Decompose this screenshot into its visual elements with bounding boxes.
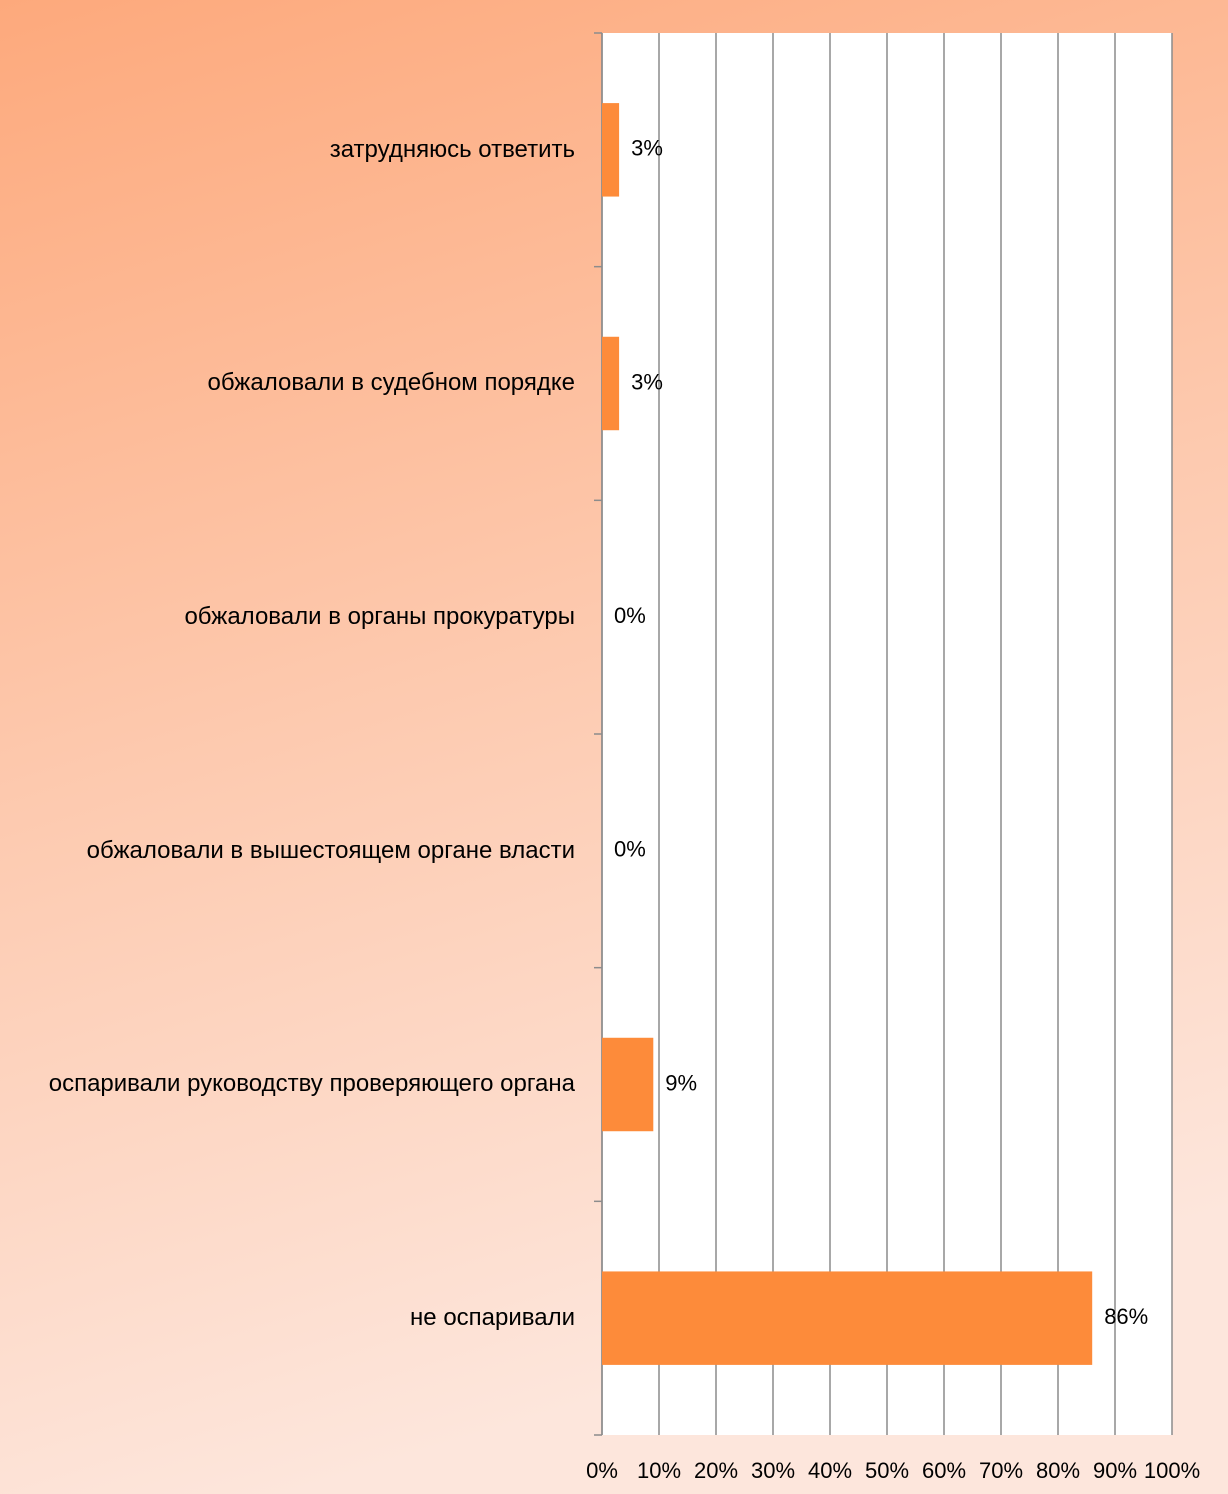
y-tick-label-wrap: обжаловали в судебном порядке (15, 324, 575, 444)
x-tick-label: 90% (1093, 1458, 1137, 1483)
data-label: 3% (631, 136, 663, 161)
y-tick-label-box: обжаловали в органы прокуратуры (15, 557, 575, 677)
x-tick-label: 30% (751, 1458, 795, 1483)
y-tick-label-wrap: не оспаривали (15, 1258, 575, 1378)
y-tick-label-wrap: обжаловали в вышестоящем органе власти (15, 791, 575, 911)
y-tick-label-wrap: оспаривали руководству проверяющего орга… (15, 1025, 575, 1145)
x-tick-label: 20% (694, 1458, 738, 1483)
x-tick-label: 0% (586, 1458, 618, 1483)
y-tick-label: обжаловали в органы прокуратуры (184, 602, 575, 630)
data-label: 3% (631, 369, 663, 394)
y-tick-label-box: обжаловали в судебном порядке (15, 324, 575, 444)
y-tick-label: обжаловали в вышестоящем органе власти (86, 836, 575, 864)
y-tick-label: затрудняюсь ответить (329, 135, 575, 163)
y-tick-label-box: не оспаривали (15, 1258, 575, 1378)
y-tick-label-box: затрудняюсь ответить (15, 90, 575, 210)
y-tick-label-box: обжаловали в вышестоящем органе власти (15, 791, 575, 911)
y-tick-label: оспаривали руководству проверяющего орга… (48, 1070, 575, 1098)
x-tick-label: 10% (637, 1458, 681, 1483)
x-tick-label: 100% (1144, 1458, 1200, 1483)
x-tick-label: 70% (979, 1458, 1023, 1483)
data-label: 9% (665, 1070, 697, 1095)
y-tick-label: обжаловали в судебном порядке (207, 369, 575, 397)
bar (602, 336, 620, 431)
data-label: 0% (614, 603, 646, 628)
y-tick-label-wrap: затрудняюсь ответить (15, 90, 575, 210)
x-tick-label: 80% (1036, 1458, 1080, 1483)
bar (602, 103, 620, 197)
y-tick-label: не оспаривали (410, 1303, 575, 1331)
data-label: 0% (614, 837, 646, 862)
y-tick-label-box: оспаривали руководству проверяющего орга… (15, 1025, 575, 1145)
x-tick-label: 50% (865, 1458, 909, 1483)
y-tick-label-wrap: обжаловали в органы прокуратуры (15, 557, 575, 677)
bar (602, 1271, 1093, 1365)
bar (602, 1037, 654, 1132)
data-label: 86% (1104, 1304, 1148, 1329)
x-tick-label: 60% (922, 1458, 966, 1483)
x-tick-label: 40% (808, 1458, 852, 1483)
